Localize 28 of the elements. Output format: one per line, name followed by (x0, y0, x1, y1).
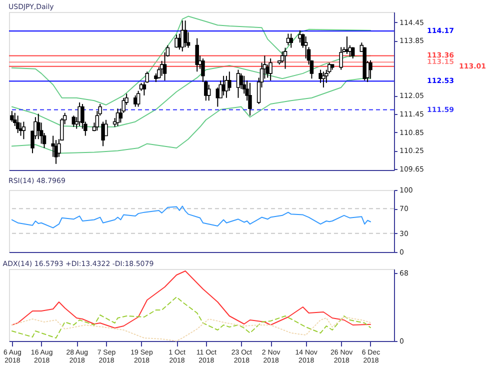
candlestick (54, 140, 58, 164)
candlestick (268, 58, 272, 81)
candlestick (350, 46, 355, 59)
line-series (11, 316, 371, 342)
candlestick (322, 71, 326, 88)
candlestick (10, 110, 14, 122)
candlestick (368, 60, 372, 80)
candlestick (345, 36, 349, 54)
candlestick (183, 20, 188, 48)
line-series (11, 206, 371, 228)
line-series (11, 16, 371, 106)
candlestick (318, 69, 322, 84)
candlestick (36, 113, 40, 140)
candlestick (304, 36, 308, 59)
candlestick (136, 90, 140, 108)
candlestick (228, 71, 232, 92)
candlestick (283, 47, 288, 70)
candlestick (104, 119, 108, 136)
candlestick (195, 38, 199, 72)
candlestick (248, 82, 252, 116)
candlestick (289, 33, 294, 48)
candlestick (206, 84, 211, 102)
candlestick (22, 121, 26, 140)
line-series (11, 270, 371, 328)
candlestick (339, 46, 343, 70)
candlestick (16, 115, 20, 134)
candlestick (239, 72, 244, 90)
line-series (11, 296, 371, 338)
